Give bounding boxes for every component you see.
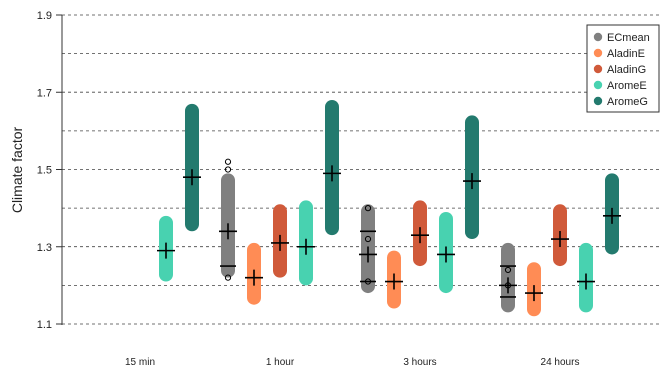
bar-ECmean-4: [499, 242, 517, 313]
legend-label: AladinE: [607, 48, 645, 60]
bar-AladinE-4: [525, 262, 543, 317]
y-tick-label: 1.1: [37, 319, 52, 331]
outlier-point: [364, 278, 372, 285]
legend-marker: [593, 48, 603, 58]
bar-AromeE-1: [157, 215, 175, 282]
bar-AromeG-3: [463, 115, 481, 240]
legend-marker: [593, 64, 603, 74]
bar-AladinE-2: [245, 242, 263, 305]
legend-label: AromeE: [607, 80, 647, 92]
legend: ECmean AladinE AladinG AromeE AromeG: [586, 24, 660, 113]
y-axis-ticks: 1.1 1.3 1.5 1.7 1.9: [37, 10, 62, 331]
bar-AladinG-2: [271, 204, 289, 278]
y-tick-label: 1.7: [37, 87, 52, 99]
range-bar: [185, 103, 199, 232]
outlier-point: [504, 266, 512, 274]
outlier-point: [224, 166, 232, 173]
bar-AromeG-4: [603, 173, 621, 255]
x-tick-label: 15 min: [125, 357, 155, 368]
bar-ECmean-2: [219, 158, 237, 281]
x-tick-label: 24 hours: [541, 357, 580, 368]
y-axis-title: Climate factor: [9, 126, 25, 213]
bar-AladinG-4: [551, 204, 569, 267]
outlier-point: [364, 205, 372, 212]
bar-AromeE-2: [297, 200, 315, 286]
bar-AromeG-2: [323, 99, 341, 236]
bar-AladinE-3: [385, 250, 403, 309]
outlier-point: [224, 158, 232, 165]
outlier-point: [364, 235, 372, 243]
legend-label: ECmean: [607, 32, 650, 44]
bar-AromeE-4: [577, 242, 595, 313]
legend-marker: [593, 32, 603, 42]
y-tick-label: 1.3: [37, 242, 52, 254]
bar-ECmean-3: [359, 204, 377, 294]
y-tick-label: 1.5: [37, 165, 52, 177]
bar-AromeG-1: [183, 103, 201, 232]
x-tick-label: 3 hours: [403, 357, 436, 368]
series-bars: [157, 99, 621, 317]
bar-AromeE-3: [437, 211, 455, 294]
legend-label: AromeG: [607, 96, 648, 108]
legend-marker: [593, 80, 603, 90]
y-tick-label: 1.9: [37, 10, 52, 22]
legend-label: AladinG: [607, 64, 646, 76]
bar-AladinG-3: [411, 200, 429, 267]
x-axis-labels: 15 min 1 hour 3 hours 24 hours: [125, 357, 579, 368]
x-tick-label: 1 hour: [266, 357, 295, 368]
outlier-point: [224, 274, 232, 281]
legend-marker: [593, 96, 603, 106]
